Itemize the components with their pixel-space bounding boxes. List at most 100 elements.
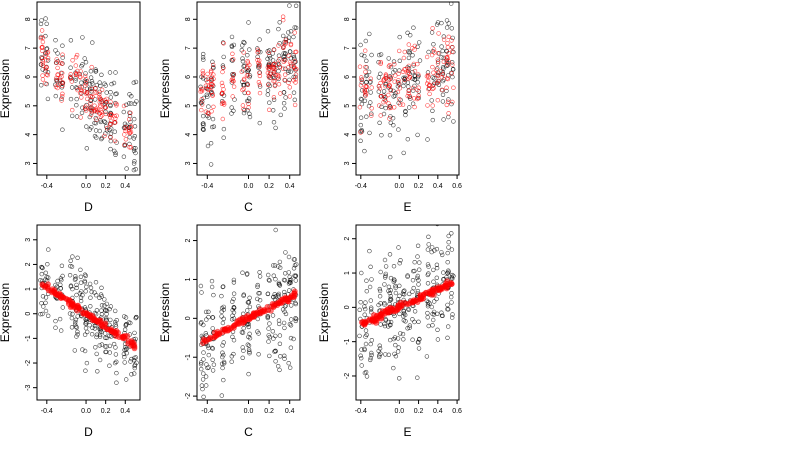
data-point: [397, 293, 402, 298]
y-tick-label: 4: [25, 133, 32, 137]
data-point: [60, 91, 65, 97]
data-point: [78, 69, 83, 74]
data-point: [132, 362, 138, 367]
data-point: [59, 96, 64, 101]
data-point: [415, 275, 420, 281]
data-point: [206, 84, 212, 89]
data-point: [242, 63, 247, 69]
data-point: [240, 103, 246, 108]
data-point: [450, 315, 455, 320]
data-point: [88, 107, 93, 112]
data-point: [209, 82, 214, 87]
data-point: [271, 108, 276, 113]
data-point: [267, 100, 272, 105]
data-point: [434, 262, 440, 267]
data-point: [247, 114, 253, 120]
plot-frame: [36, 224, 141, 401]
data-point: [392, 105, 397, 110]
data-point: [242, 40, 247, 45]
y-tick-label: 2: [344, 237, 351, 241]
data-point: [257, 70, 262, 75]
data-point: [392, 351, 397, 357]
data-point: [363, 91, 369, 96]
data-point: [401, 289, 406, 294]
data-point: [386, 56, 391, 61]
data-point: [377, 103, 382, 108]
data-point: [387, 133, 393, 138]
data-point: [416, 278, 421, 283]
data-point: [407, 50, 412, 56]
data-point: [266, 272, 271, 278]
data-point: [364, 374, 370, 379]
data-point: [427, 82, 432, 88]
data-point: [54, 57, 59, 62]
data-point: [382, 282, 387, 287]
y-tick-label: 3: [185, 161, 192, 165]
y-tick-label: 3: [344, 161, 351, 165]
data-point: [272, 78, 277, 84]
x-axis-title: C: [244, 200, 253, 214]
data-point: [444, 25, 450, 30]
x-tick-label: 0.2: [264, 408, 274, 415]
data-point: [424, 54, 430, 60]
data-point: [430, 108, 435, 114]
data-point: [132, 365, 138, 371]
data-point: [127, 113, 133, 119]
data-point: [283, 271, 288, 276]
data-point: [75, 68, 80, 74]
data-point: [282, 77, 287, 83]
data-point: [388, 297, 394, 302]
data-point: [393, 285, 398, 290]
data-point: [276, 280, 282, 286]
data-point: [441, 270, 446, 275]
data-point: [78, 298, 84, 304]
data-point: [72, 348, 78, 353]
data-point: [411, 88, 416, 93]
data-point: [430, 117, 435, 123]
data-point: [55, 82, 61, 88]
data-point: [431, 42, 436, 47]
data-point: [393, 73, 398, 78]
data-point: [402, 49, 407, 55]
data-point: [395, 79, 401, 85]
data-point: [440, 92, 446, 98]
data-point: [378, 61, 383, 66]
data-point: [357, 333, 362, 339]
data-point: [435, 337, 441, 342]
data-point: [108, 135, 113, 140]
y-tick-label: 6: [25, 75, 32, 79]
data-point: [396, 245, 401, 250]
data-point: [90, 81, 95, 86]
data-point: [383, 98, 388, 104]
data-point: [272, 71, 277, 76]
data-point: [203, 83, 209, 89]
data-point: [387, 77, 392, 82]
data-point: [287, 278, 293, 283]
data-point: [275, 293, 281, 298]
data-point: [90, 314, 97, 321]
y-tick-label: 7: [344, 46, 351, 50]
data-point: [205, 343, 211, 348]
data-point: [231, 305, 237, 310]
data-point: [401, 83, 406, 89]
data-point: [267, 107, 272, 113]
points: [198, 227, 299, 400]
data-point: [199, 290, 204, 295]
data-point: [44, 21, 49, 26]
data-point: [121, 333, 127, 340]
data-point: [60, 52, 65, 57]
data-point: [102, 133, 107, 139]
data-point: [112, 119, 118, 125]
data-point: [397, 96, 402, 102]
data-point: [102, 344, 108, 349]
data-point: [205, 76, 211, 82]
data-point: [220, 350, 225, 355]
data-point: [377, 288, 383, 294]
data-point: [83, 321, 88, 326]
data-point: [84, 77, 89, 82]
data-point: [393, 90, 398, 96]
data-point: [208, 162, 214, 167]
data-point: [99, 303, 105, 308]
data-point: [43, 300, 48, 305]
data-point: [364, 114, 369, 119]
